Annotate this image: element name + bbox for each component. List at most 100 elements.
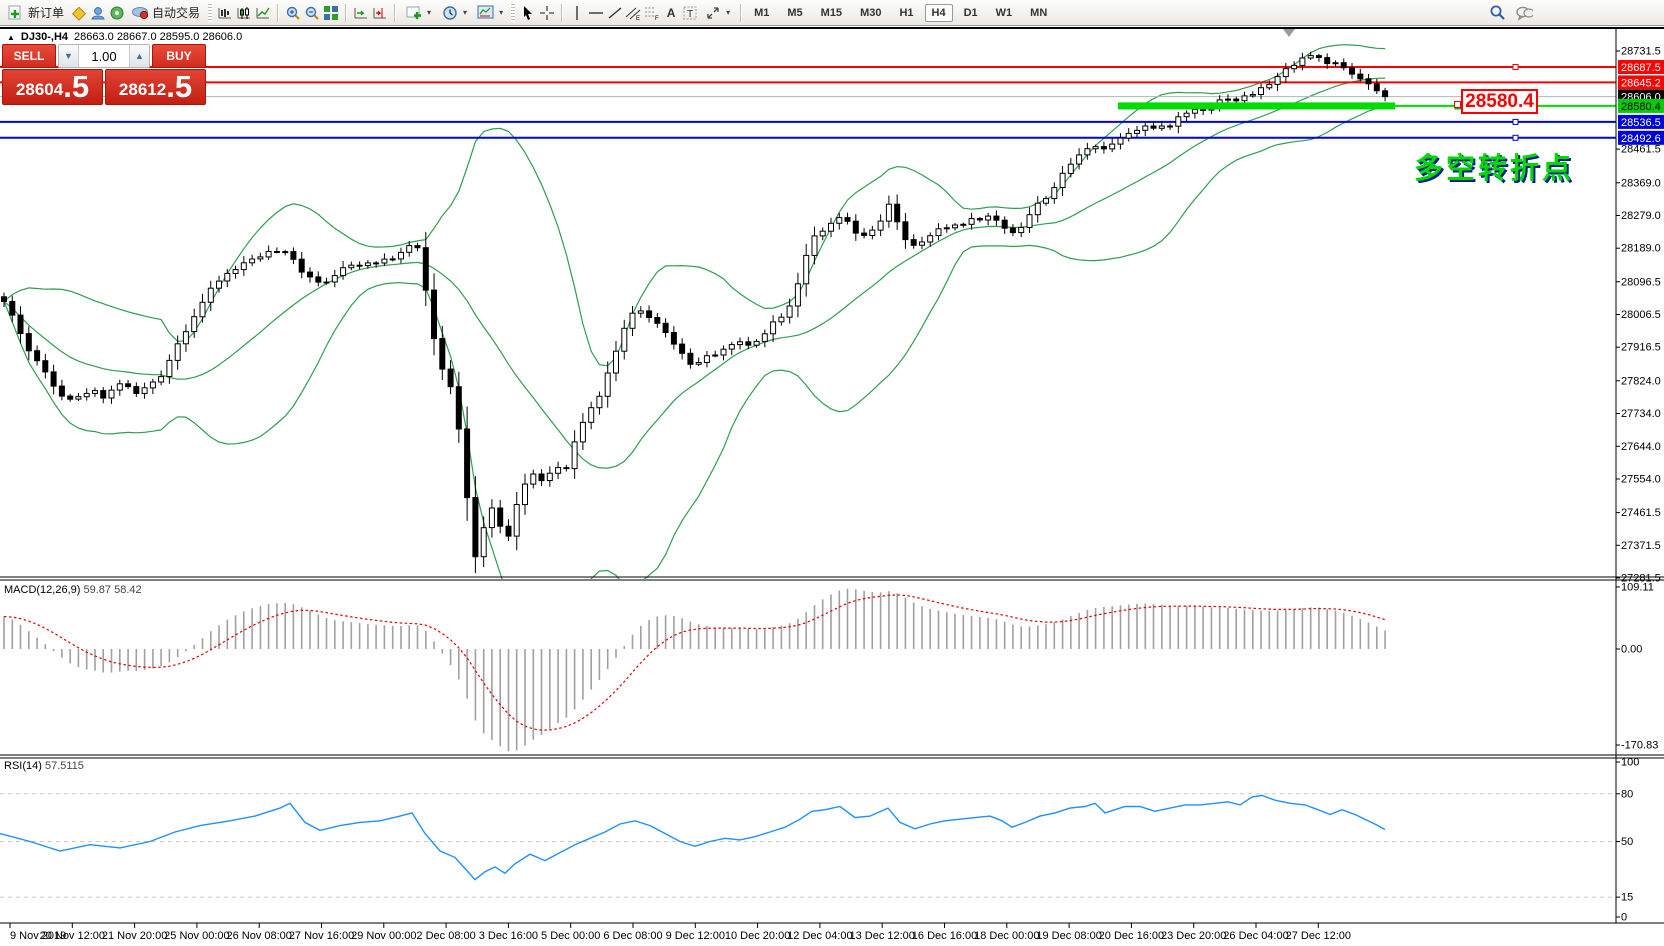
label-tool-icon[interactable]: T: [681, 5, 698, 21]
bollinger-lower: [3, 107, 1386, 579]
candle-body: [745, 341, 752, 346]
candle-body: [315, 276, 322, 283]
turning-point-annotation[interactable]: 多空转折点: [1414, 153, 1575, 185]
candle-body: [637, 310, 644, 314]
clock-icon: [441, 5, 458, 21]
candle-body: [431, 289, 437, 340]
vertical-line-icon[interactable]: [568, 5, 585, 21]
time-label: 23 Dec 20:00: [1161, 930, 1226, 942]
trendline-icon[interactable]: [606, 5, 623, 21]
candle-body: [555, 467, 562, 474]
chart-shift-marker[interactable]: [1283, 29, 1295, 37]
candle-body: [629, 312, 636, 329]
dropdown-arrow: ▾: [427, 8, 432, 17]
cursor-icon[interactable]: [519, 5, 536, 21]
candle-body: [828, 222, 834, 232]
auto-trading-button[interactable]: 自动交易: [127, 2, 204, 23]
volume-decrease-button[interactable]: ▼: [59, 45, 79, 67]
buy-price-box[interactable]: 28612.5: [105, 69, 206, 105]
timeframe-h1[interactable]: H1: [899, 6, 914, 19]
time-label: 25 Nov 00:00: [164, 930, 229, 942]
price-badge-28687.5: 28687.5: [1621, 62, 1661, 74]
candle-body: [885, 203, 892, 222]
timeframe-m30[interactable]: M30: [860, 6, 882, 19]
candle-body: [1001, 219, 1008, 229]
community-chat-icon[interactable]: [1516, 5, 1533, 21]
candle-body: [662, 322, 669, 333]
level-price-label[interactable]: 28580.4: [1454, 89, 1538, 114]
rsi-tick-label: 0: [1621, 912, 1627, 924]
price-tick-label: 27644.0: [1621, 441, 1661, 453]
timeframe-mn[interactable]: MN: [1030, 6, 1048, 19]
price-tick-label: 27734.0: [1621, 408, 1661, 420]
candle-body: [613, 350, 619, 374]
candle-body: [596, 395, 603, 409]
buy-button[interactable]: BUY: [152, 44, 206, 68]
indicators-button[interactable]: ▾: [401, 3, 435, 23]
candle-body: [1142, 125, 1149, 131]
volume-increase-button[interactable]: ▲: [129, 45, 149, 67]
auto-scroll-icon[interactable]: [352, 5, 369, 21]
data-window-icon[interactable]: [89, 5, 106, 21]
zoom-out-icon[interactable]: [303, 5, 320, 21]
horizontal-line-icon[interactable]: [587, 5, 604, 21]
timeframe-m15[interactable]: M15: [820, 6, 843, 19]
candle-body: [373, 262, 380, 265]
timeframe-w1[interactable]: W1: [995, 6, 1013, 19]
templates-button[interactable]: ▾: [473, 3, 507, 23]
separator: [277, 3, 279, 22]
candle-body: [852, 220, 859, 234]
candle-body: [976, 218, 983, 221]
candlestick-icon[interactable]: [235, 5, 252, 21]
candle-body: [249, 258, 256, 264]
rsi-tick-label: 80: [1621, 788, 1633, 800]
navigator-icon[interactable]: [108, 5, 125, 21]
price-badge-28580.4: 28580.4: [1621, 101, 1661, 113]
market-watch-icon[interactable]: [70, 5, 87, 21]
candle-body: [207, 287, 214, 303]
support-zone-bar: [1118, 102, 1395, 110]
candle-body: [927, 235, 934, 243]
periods-button[interactable]: ▾: [437, 3, 471, 23]
crosshair-icon[interactable]: [538, 5, 555, 21]
arrows-button[interactable]: ▾: [700, 3, 734, 23]
candle-body: [67, 395, 74, 400]
line-handle: [1512, 134, 1519, 141]
channel-icon[interactable]: E: [625, 5, 642, 21]
macd-layer: [3, 588, 1386, 752]
timeframe-h4[interactable]: H4: [924, 3, 953, 22]
candle-body: [1299, 57, 1306, 66]
symbol-ohlc-line: ▲ DJ30-,H4 28663.0 28667.0 28595.0 28606…: [7, 31, 242, 43]
search-icon[interactable]: [1489, 5, 1506, 21]
bar-chart-icon[interactable]: [216, 5, 233, 21]
zoom-in-icon[interactable]: [284, 5, 301, 21]
candle-body: [182, 331, 189, 345]
text-tool-icon[interactable]: A: [666, 5, 676, 20]
auto-trading-label: 自动交易: [152, 6, 201, 20]
timeframe-d1[interactable]: D1: [963, 6, 978, 19]
sell-price-box[interactable]: 28604.5: [2, 69, 103, 105]
candle-body: [935, 228, 942, 237]
candle-body: [1109, 143, 1116, 150]
candle-body: [9, 300, 16, 316]
separator: [561, 3, 563, 22]
candle-body: [1225, 98, 1231, 101]
new-order-button[interactable]: 新订单: [3, 2, 68, 23]
candle-body: [282, 251, 289, 254]
collapse-triangle-icon[interactable]: ▲: [7, 32, 15, 42]
candle-body: [679, 343, 686, 354]
candle-body: [1249, 94, 1256, 97]
chart-shift-icon[interactable]: [371, 5, 388, 21]
fibonacci-icon[interactable]: F: [644, 5, 661, 21]
svg-text:T: T: [687, 9, 693, 20]
line-chart-icon[interactable]: [254, 5, 271, 21]
timeframe-m5[interactable]: M5: [787, 6, 803, 19]
sell-button[interactable]: SELL: [2, 44, 56, 68]
volume-value[interactable]: 1.00: [91, 48, 117, 64]
candle-body: [794, 283, 801, 307]
candle-body: [728, 344, 735, 350]
timeframe-m1[interactable]: M1: [754, 6, 770, 19]
tile-windows-icon[interactable]: [322, 5, 339, 21]
candle-body: [1282, 68, 1289, 78]
candle-body: [910, 239, 917, 246]
